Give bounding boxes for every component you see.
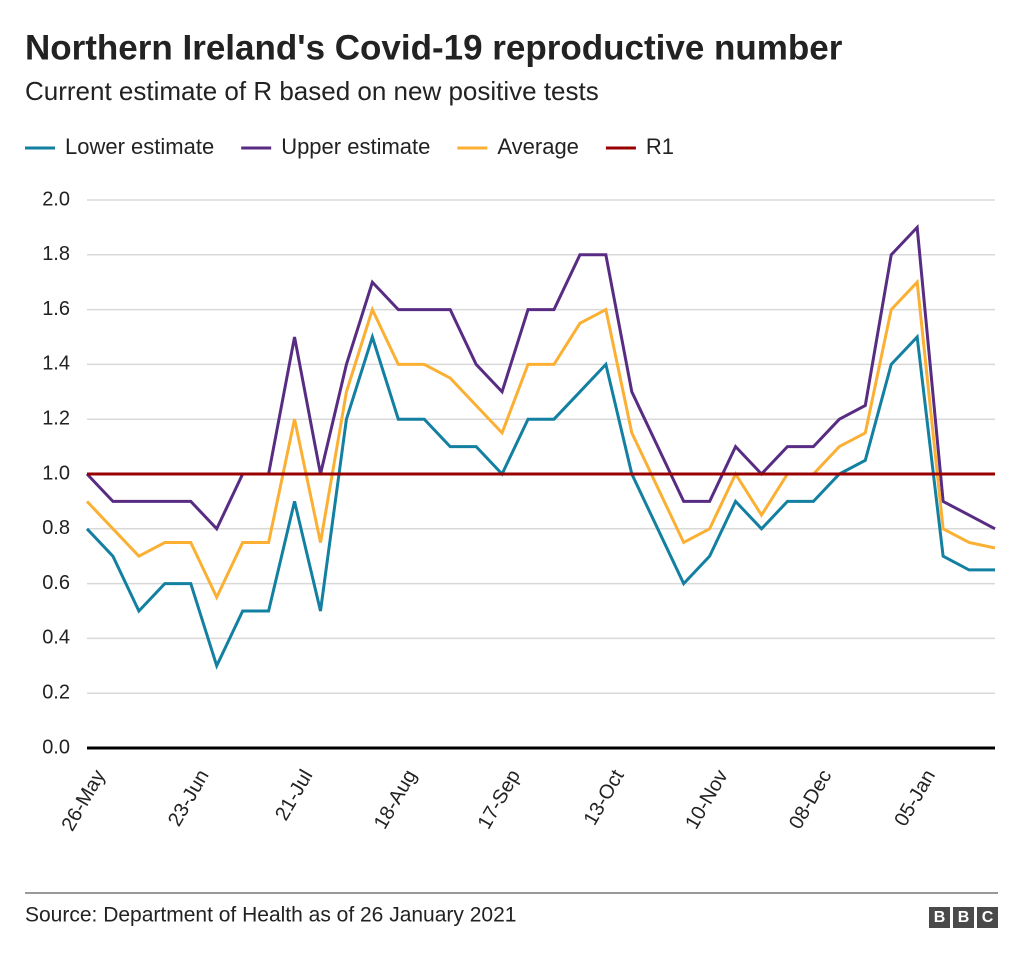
x-tick-label: 21-Jul [271, 766, 317, 824]
x-tick-label: 10-Nov [681, 766, 732, 833]
x-tick-label: 17-Sep [474, 766, 525, 833]
logo-letter: B [934, 909, 946, 926]
y-tick-label: 1.2 [42, 407, 70, 429]
logo-box [977, 907, 998, 928]
x-tick-label: 23-Jun [164, 766, 214, 830]
y-tick-label: 0.6 [42, 572, 70, 594]
legend-label: Average [497, 134, 579, 159]
y-tick-label: 1.6 [42, 298, 70, 320]
y-tick-label: 0.4 [42, 627, 70, 649]
logo-letter: B [958, 909, 970, 926]
logo-box [953, 907, 974, 928]
legend-label: Upper estimate [281, 134, 430, 159]
chart-title: Northern Ireland's Covid-19 reproductive… [25, 28, 843, 67]
logo: B B C [929, 907, 998, 928]
source: Source: Department of Health as of 26 Ja… [25, 904, 516, 927]
legend-label: R1 [646, 134, 674, 159]
x-tick-label: 08-Dec [785, 766, 836, 833]
x-tick-label: 13-Oct [580, 766, 629, 829]
x-tick-label: 05-Jan [890, 766, 940, 830]
line-series [85, 332, 995, 670]
line-series [85, 223, 996, 532]
x-tick-label: 26-May [57, 766, 109, 835]
y-tick-label: 1.0 [42, 462, 70, 484]
y-tick-label: 2.0 [42, 188, 70, 210]
legend-label: Lower estimate [65, 134, 214, 159]
y-tick-label: 0.2 [42, 681, 70, 703]
chart-subtitle: Current estimate of R based on new posit… [25, 76, 599, 106]
logo-letter: C [982, 909, 994, 926]
logo-box [929, 907, 950, 928]
y-tick-label: 0.8 [42, 517, 70, 539]
y-tick-label: 1.8 [42, 243, 70, 265]
y-tick-label: 1.4 [42, 353, 70, 375]
line-series [85, 278, 996, 601]
x-tick-label: 18-Aug [370, 766, 421, 833]
y-tick-label: 0.0 [42, 736, 70, 758]
